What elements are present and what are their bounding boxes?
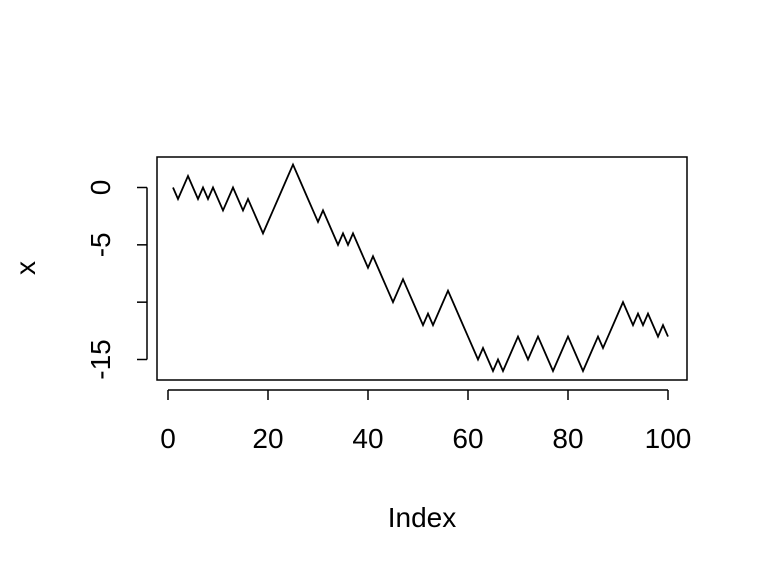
x-tick-label: 80 [552, 423, 583, 454]
x-axis: 0 20 40 60 80 100 [160, 389, 692, 454]
y-axis-title: x [10, 261, 41, 275]
x-tick-label: 60 [452, 423, 483, 454]
x-tick-label: 40 [352, 423, 383, 454]
plot-frame [156, 156, 688, 381]
x-tick-label: 0 [160, 423, 176, 454]
y-tick-label: 0 [85, 180, 116, 196]
y-axis: 0 -5 -15 [85, 180, 148, 380]
y-tick-label: -15 [85, 339, 116, 379]
x-tick-label: 20 [252, 423, 283, 454]
series-line [172, 162, 669, 374]
x-tick-label: 100 [645, 423, 692, 454]
y-tick-label: -5 [85, 232, 116, 257]
x-axis-title: Index [388, 502, 457, 533]
